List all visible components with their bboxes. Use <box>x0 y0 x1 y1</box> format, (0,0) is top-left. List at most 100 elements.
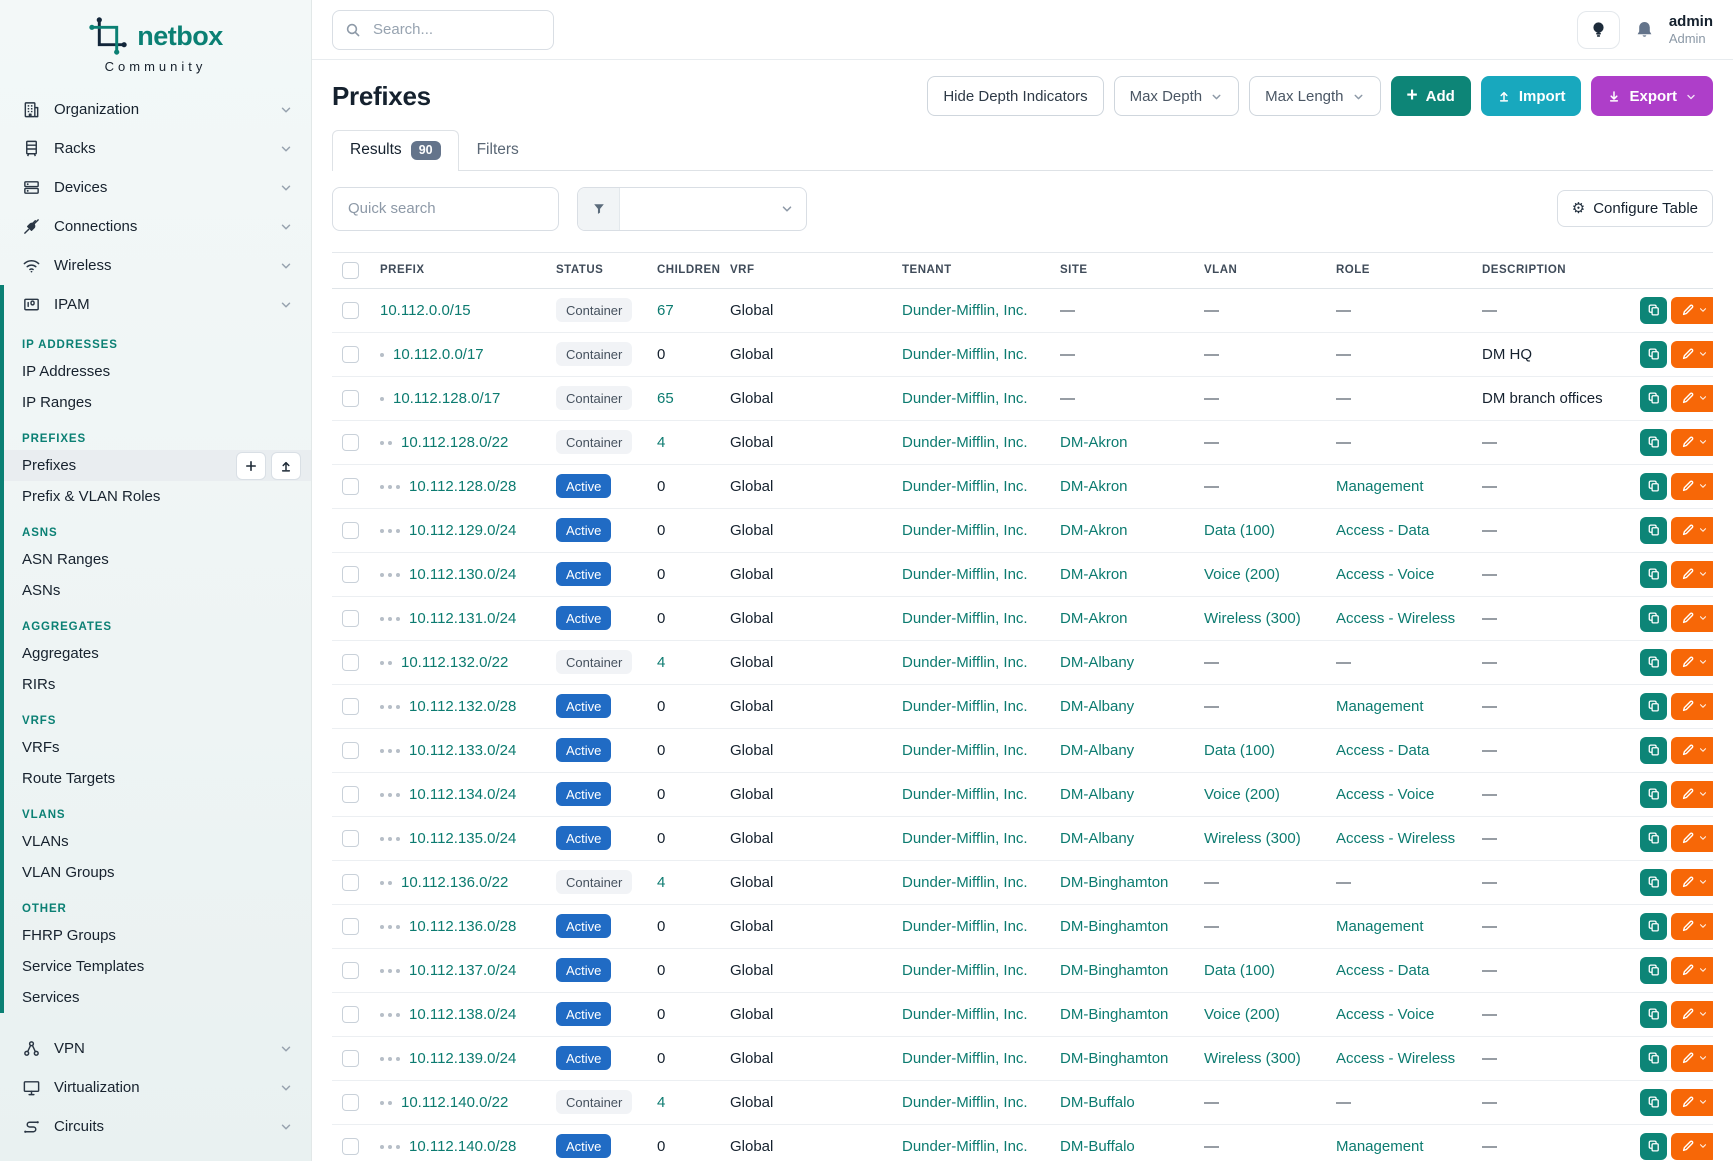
sidebar-item-ip-ranges[interactable]: IP Ranges <box>22 394 92 411</box>
prefix-link[interactable]: 10.112.136.0/28 <box>409 917 517 935</box>
vlan-link[interactable]: Data (100) <box>1204 521 1275 539</box>
site-link[interactable]: DM-Binghamton <box>1060 1049 1169 1067</box>
global-search[interactable] <box>332 9 554 50</box>
tenant-link[interactable]: Dunder-Mifflin, Inc. <box>902 961 1028 979</box>
brand[interactable]: netbox Community <box>0 0 311 76</box>
edit-dropdown-button[interactable] <box>1671 868 1713 896</box>
edit-dropdown-button[interactable] <box>1671 428 1713 456</box>
row-checkbox[interactable] <box>342 345 359 363</box>
row-checkbox[interactable] <box>342 1049 359 1067</box>
sidebar-item-devices[interactable]: Devices <box>0 168 311 207</box>
vlan-link[interactable]: Data (100) <box>1204 741 1275 759</box>
site-link[interactable]: DM-Albany <box>1060 829 1135 847</box>
sidebar-item-prefixes[interactable]: Prefixes <box>4 450 311 481</box>
import-prefix-mini-button[interactable] <box>271 451 301 480</box>
column-header-description[interactable]: DESCRIPTION <box>1472 251 1630 289</box>
tenant-link[interactable]: Dunder-Mifflin, Inc. <box>902 301 1028 319</box>
sidebar-item-racks[interactable]: Racks <box>0 129 311 168</box>
add-prefix-mini-button[interactable] <box>236 451 266 480</box>
edit-dropdown-button[interactable] <box>1671 736 1713 764</box>
export-dropdown[interactable]: Export <box>1591 76 1713 116</box>
tenant-link[interactable]: Dunder-Mifflin, Inc. <box>902 829 1028 847</box>
tab-results[interactable]: Results 90 <box>332 130 459 171</box>
role-link[interactable]: Management <box>1336 697 1424 715</box>
row-checkbox[interactable] <box>342 1137 359 1155</box>
sidebar-item-services[interactable]: Services <box>22 989 80 1006</box>
site-link[interactable]: DM-Akron <box>1060 521 1128 539</box>
copy-button[interactable] <box>1640 296 1667 324</box>
sidebar-item-ip-addresses[interactable]: IP Addresses <box>22 363 111 380</box>
copy-button[interactable] <box>1640 516 1667 544</box>
column-header-vrf[interactable]: VRF <box>720 251 892 289</box>
tenant-link[interactable]: Dunder-Mifflin, Inc. <box>902 1005 1028 1023</box>
prefix-link[interactable]: 10.112.135.0/24 <box>409 829 517 847</box>
prefix-link[interactable]: 10.112.130.0/24 <box>409 565 517 583</box>
saved-filter-select[interactable] <box>620 188 806 230</box>
notifications-bell-icon[interactable] <box>1635 20 1654 40</box>
copy-button[interactable] <box>1640 604 1667 632</box>
children-count-link[interactable]: 4 <box>657 433 666 451</box>
role-link[interactable]: Management <box>1336 917 1424 935</box>
prefix-link[interactable]: 10.112.139.0/24 <box>409 1049 517 1067</box>
vlan-link[interactable]: Wireless (300) <box>1204 1049 1301 1067</box>
tenant-link[interactable]: Dunder-Mifflin, Inc. <box>902 433 1028 451</box>
row-checkbox[interactable] <box>342 521 359 539</box>
row-checkbox[interactable] <box>342 433 359 451</box>
tenant-link[interactable]: Dunder-Mifflin, Inc. <box>902 345 1028 363</box>
vlan-link[interactable]: Voice (200) <box>1204 1005 1280 1023</box>
sidebar-item-route-targets[interactable]: Route Targets <box>22 770 116 787</box>
vlan-link[interactable]: Wireless (300) <box>1204 609 1301 627</box>
copy-button[interactable] <box>1640 956 1667 984</box>
row-checkbox[interactable] <box>342 609 359 627</box>
prefix-link[interactable]: 10.112.140.0/22 <box>401 1093 509 1111</box>
tenant-link[interactable]: Dunder-Mifflin, Inc. <box>902 389 1028 407</box>
copy-button[interactable] <box>1640 472 1667 500</box>
copy-button[interactable] <box>1640 1132 1667 1160</box>
user-menu[interactable]: admin Admin <box>1669 13 1713 47</box>
sidebar-item-service-templates[interactable]: Service Templates <box>22 958 145 975</box>
copy-button[interactable] <box>1640 780 1667 808</box>
edit-dropdown-button[interactable] <box>1671 912 1713 940</box>
sidebar-item-vlan-groups[interactable]: VLAN Groups <box>22 864 115 881</box>
site-link[interactable]: DM-Albany <box>1060 741 1135 759</box>
sidebar-item-circuits[interactable]: Circuits <box>0 1107 311 1146</box>
sidebar-item-connections[interactable]: Connections <box>0 207 311 246</box>
site-link[interactable]: DM-Albany <box>1060 697 1135 715</box>
children-count-link[interactable]: 65 <box>657 389 674 407</box>
tab-filters[interactable]: Filters <box>476 141 519 159</box>
prefix-link[interactable]: 10.112.128.0/17 <box>393 389 501 407</box>
site-link[interactable]: DM-Buffalo <box>1060 1093 1135 1111</box>
row-checkbox[interactable] <box>342 873 359 891</box>
edit-dropdown-button[interactable] <box>1671 692 1713 720</box>
copy-button[interactable] <box>1640 384 1667 412</box>
site-link[interactable]: DM-Buffalo <box>1060 1137 1135 1155</box>
edit-dropdown-button[interactable] <box>1671 340 1713 368</box>
role-link[interactable]: Access - Wireless <box>1336 609 1456 627</box>
quick-search[interactable] <box>332 186 559 231</box>
prefix-link[interactable]: 10.112.132.0/22 <box>401 653 509 671</box>
sidebar-item-prefix-vlan-roles[interactable]: Prefix & VLAN Roles <box>22 488 161 505</box>
edit-dropdown-button[interactable] <box>1671 780 1713 808</box>
prefix-link[interactable]: 10.112.129.0/24 <box>409 521 517 539</box>
row-checkbox[interactable] <box>342 389 359 407</box>
edit-dropdown-button[interactable] <box>1671 1088 1713 1116</box>
copy-button[interactable] <box>1640 824 1667 852</box>
copy-button[interactable] <box>1640 912 1667 940</box>
edit-dropdown-button[interactable] <box>1671 604 1713 632</box>
copy-button[interactable] <box>1640 692 1667 720</box>
select-all-checkbox[interactable] <box>342 261 359 279</box>
sidebar-item-aggregates[interactable]: Aggregates <box>22 645 99 662</box>
site-link[interactable]: DM-Binghamton <box>1060 873 1169 891</box>
role-link[interactable]: Access - Voice <box>1336 785 1435 803</box>
row-checkbox[interactable] <box>342 697 359 715</box>
edit-dropdown-button[interactable] <box>1671 956 1713 984</box>
site-link[interactable]: DM-Binghamton <box>1060 961 1169 979</box>
children-count-link[interactable]: 4 <box>657 653 666 671</box>
global-search-input[interactable] <box>371 20 541 39</box>
max-depth-dropdown[interactable]: Max Depth <box>1113 76 1240 116</box>
site-link[interactable]: DM-Binghamton <box>1060 917 1169 935</box>
row-checkbox[interactable] <box>342 1005 359 1023</box>
row-checkbox[interactable] <box>342 565 359 583</box>
add-button[interactable]: + Add <box>1390 76 1471 116</box>
tenant-link[interactable]: Dunder-Mifflin, Inc. <box>902 697 1028 715</box>
